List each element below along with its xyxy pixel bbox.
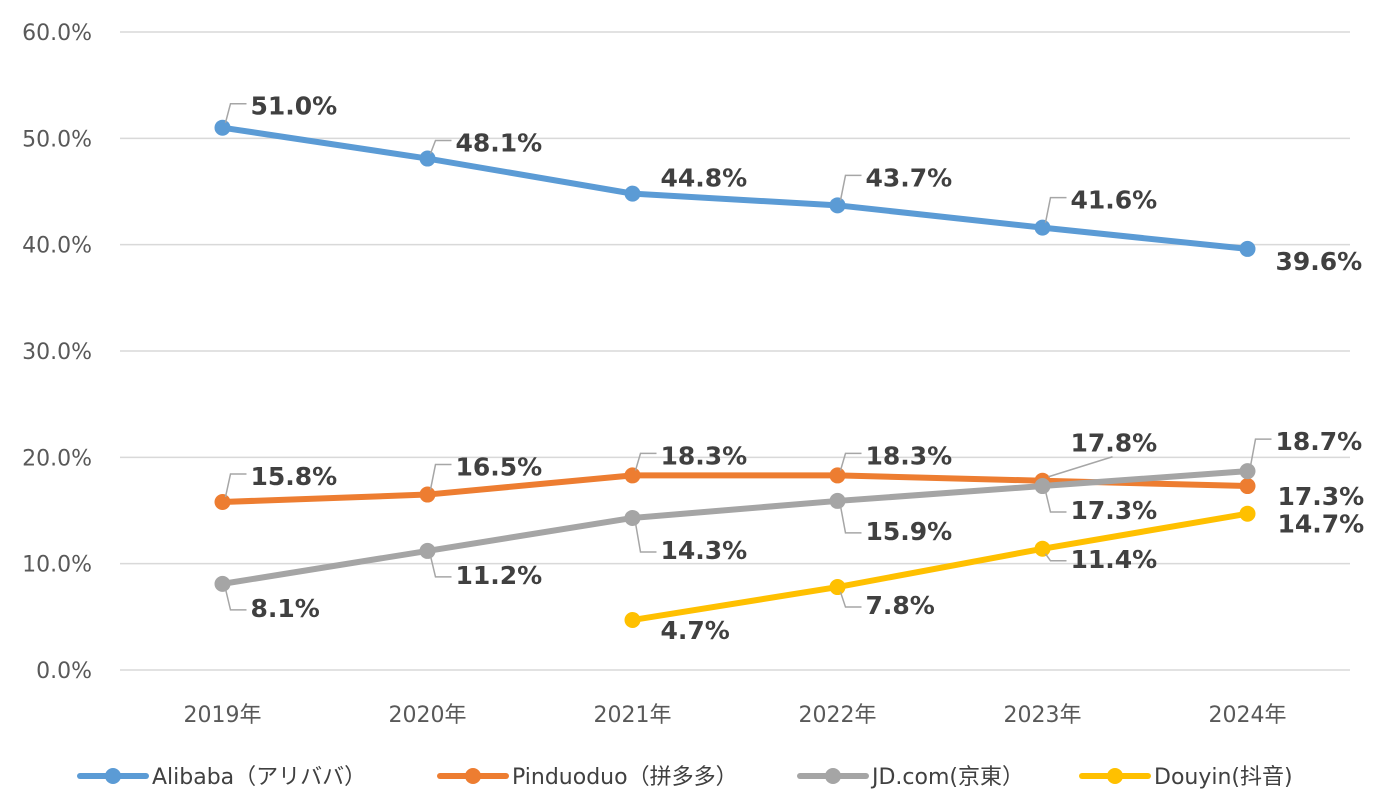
legend-swatch-marker (1107, 768, 1123, 784)
y-tick-label: 10.0% (22, 553, 92, 578)
label-leaders (224, 102, 1272, 611)
data-label: 4.7% (661, 616, 730, 645)
label-leader (839, 174, 862, 201)
x-tick-label: 2024年 (1209, 703, 1287, 728)
data-label: 11.4% (1071, 545, 1158, 574)
label-leader (839, 505, 862, 534)
label-leader (429, 463, 452, 490)
series-line-0 (219, 124, 1251, 252)
data-point (624, 509, 641, 526)
y-tick-label: 40.0% (22, 234, 92, 259)
legend-swatch-marker (825, 768, 841, 784)
series-line-3 (629, 510, 1251, 624)
x-tick-label: 2019年 (184, 703, 262, 728)
x-axis-ticks: 2019年 2020年 2021年 2022年 2023年 2024年 (184, 703, 1287, 728)
data-label: 41.6% (1071, 186, 1158, 215)
data-point (1034, 219, 1051, 236)
legend-label: Pinduoduo（拼多多） (512, 765, 738, 790)
data-label: 18.3% (661, 441, 748, 470)
label-leader (1044, 196, 1067, 223)
data-label: 14.7% (1278, 510, 1365, 539)
data-point (624, 185, 641, 202)
x-tick-label: 2021年 (594, 703, 672, 728)
data-point (1239, 478, 1256, 495)
label-leader (1044, 490, 1067, 513)
data-point (1239, 240, 1256, 257)
data-label: 51.0% (251, 92, 338, 121)
data-point (214, 119, 231, 136)
data-point (829, 467, 846, 484)
data-point (624, 612, 641, 629)
data-label: 43.7% (866, 163, 953, 192)
data-labels: 51.0% 48.1% 44.8% 43.7% 41.6% 39.6% 15.8% 16.5%… (251, 92, 1365, 645)
series-lines (214, 119, 1256, 629)
data-point (214, 575, 231, 592)
legend-label: JD.com(京東） (870, 765, 1024, 790)
legend-swatch-marker (465, 768, 481, 784)
x-tick-label: 2022年 (799, 703, 877, 728)
data-label: 17.3% (1278, 482, 1365, 511)
data-point (419, 542, 436, 559)
y-tick-label: 0.0% (36, 659, 92, 684)
label-leader (1044, 553, 1067, 562)
data-point (1239, 505, 1256, 522)
data-label: 16.5% (456, 453, 543, 482)
data-label: 39.6% (1276, 247, 1363, 276)
data-label: 44.8% (661, 164, 748, 193)
data-point (1034, 478, 1051, 495)
data-point (1034, 540, 1051, 557)
data-label: 48.1% (456, 129, 543, 158)
x-tick-label: 2020年 (389, 703, 467, 728)
label-leader (224, 473, 247, 498)
label-leader (839, 591, 862, 608)
data-label: 17.8% (1071, 429, 1158, 458)
data-point (624, 467, 641, 484)
data-label: 8.1% (251, 594, 320, 623)
label-leader (839, 452, 862, 471)
label-leader (224, 588, 247, 611)
legend-label: Alibaba（アリババ） (152, 765, 366, 790)
data-label: 18.7% (1276, 427, 1363, 456)
legend-label: Douyin(抖音) (1154, 765, 1293, 790)
data-label: 7.8% (866, 591, 935, 620)
data-label: 14.3% (661, 536, 748, 565)
y-tick-label: 20.0% (22, 446, 92, 471)
data-point (1239, 463, 1256, 480)
x-tick-label: 2023年 (1004, 703, 1082, 728)
gridlines (120, 31, 1350, 671)
y-axis-ticks: 0.0% 10.0% 20.0% 30.0% 40.0% 50.0% 60.0% (22, 21, 92, 684)
data-point (419, 150, 436, 167)
label-leader (634, 522, 657, 553)
data-point (829, 492, 846, 509)
label-leader (224, 102, 247, 123)
label-leader (634, 452, 657, 471)
data-point (214, 493, 231, 510)
y-tick-label: 50.0% (22, 127, 92, 152)
series-line-2 (219, 468, 1251, 587)
data-label: 15.9% (866, 517, 953, 546)
legend-swatch-marker (105, 768, 121, 784)
y-tick-label: 60.0% (22, 21, 92, 46)
label-leader (1048, 456, 1113, 478)
data-label: 18.3% (866, 441, 953, 470)
data-label: 17.3% (1071, 496, 1158, 525)
legend: Alibaba（アリババ） Pinduoduo（拼多多） JD.com(京東） Dou… (77, 765, 1293, 790)
label-leader (429, 555, 452, 578)
label-leader (429, 139, 452, 154)
data-label: 15.8% (251, 462, 338, 491)
data-point (829, 197, 846, 214)
label-leader (1249, 438, 1272, 467)
data-label: 11.2% (456, 561, 543, 590)
data-point (829, 579, 846, 596)
data-point (419, 486, 436, 503)
y-tick-label: 30.0% (22, 340, 92, 365)
